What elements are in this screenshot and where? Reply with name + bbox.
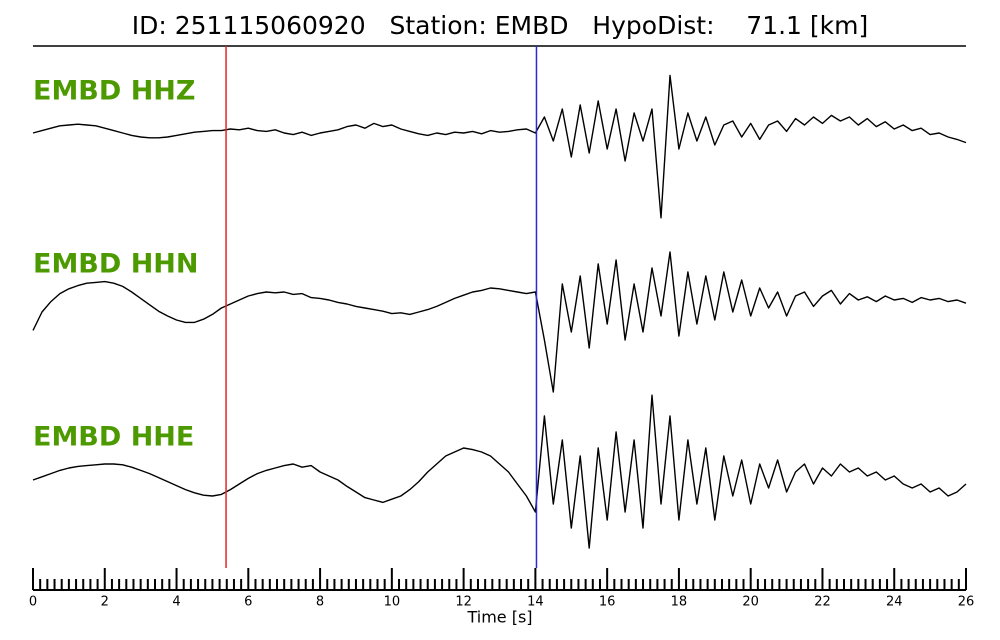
x-tick-label: 16 <box>599 595 616 610</box>
waveform <box>32 251 967 393</box>
x-tick-label: 14 <box>527 595 544 610</box>
x-tick-label: 22 <box>814 595 831 610</box>
x-tick-label: 18 <box>671 595 688 610</box>
x-tick-label: 10 <box>384 595 401 610</box>
x-tick-label: 24 <box>886 595 903 610</box>
x-axis-label: Time [s] <box>466 608 532 627</box>
x-tick-label: 4 <box>172 595 180 610</box>
x-tick-label: 0 <box>29 595 37 610</box>
trace-label: EMBD HHN <box>33 249 199 280</box>
waveform <box>32 74 967 219</box>
x-tick-label: 2 <box>101 595 109 610</box>
trace-label: EMBD HHE <box>33 422 194 453</box>
trace-label: EMBD HHZ <box>33 76 195 107</box>
x-tick-label: 26 <box>958 595 975 610</box>
x-tick-label: 8 <box>316 595 324 610</box>
x-tick-label: 12 <box>455 595 472 610</box>
waveform <box>32 394 967 549</box>
x-tick-label: 6 <box>244 595 252 610</box>
chart-title: ID: 251115060920 Station: EMBD HypoDist:… <box>132 11 869 40</box>
x-tick-label: 20 <box>742 595 759 610</box>
